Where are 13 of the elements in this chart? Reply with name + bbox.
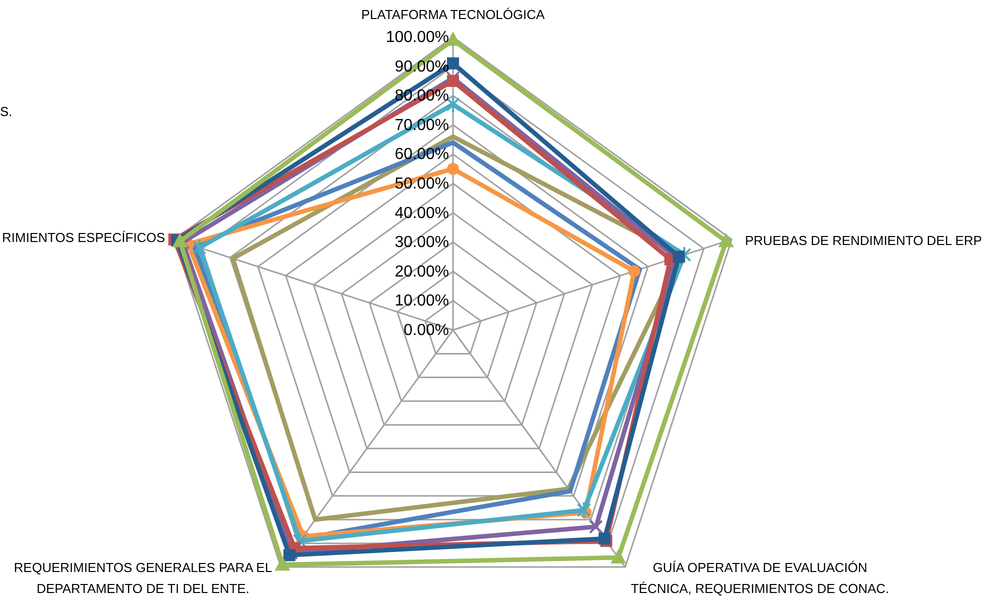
spoke-label: GUÍA OPERATIVA DE EVALUACIÓN TÉCNICA, REQUERIMIENTOS DE CONAC. [630, 560, 890, 596]
spoke-label: PLATAFORMA TECNOLÓGICA [361, 7, 546, 22]
spoke-label: RIMIENTOS ESPECÍFICOS [2, 230, 166, 245]
spoke-label: PRUEBAS DE RENDIMIENTO DEL ERP [745, 233, 982, 248]
text: S. [0, 104, 12, 119]
y-tick-label: 20.00% [394, 263, 449, 280]
y-tick-label: 50.00% [394, 176, 449, 192]
y-tick-label: 10.00% [394, 292, 449, 310]
y-tick-label: 0.00% [404, 322, 449, 339]
y-tick-label: 40.00% [394, 204, 449, 222]
y-tick-label: 30.00% [394, 234, 449, 252]
spoke-label: REQUERIMIENTOS GENERALES PARA EL DEPARTAMENTO DE TI DEL ENTE. [14, 560, 272, 596]
y-tick-label: 100.00% [386, 29, 449, 46]
